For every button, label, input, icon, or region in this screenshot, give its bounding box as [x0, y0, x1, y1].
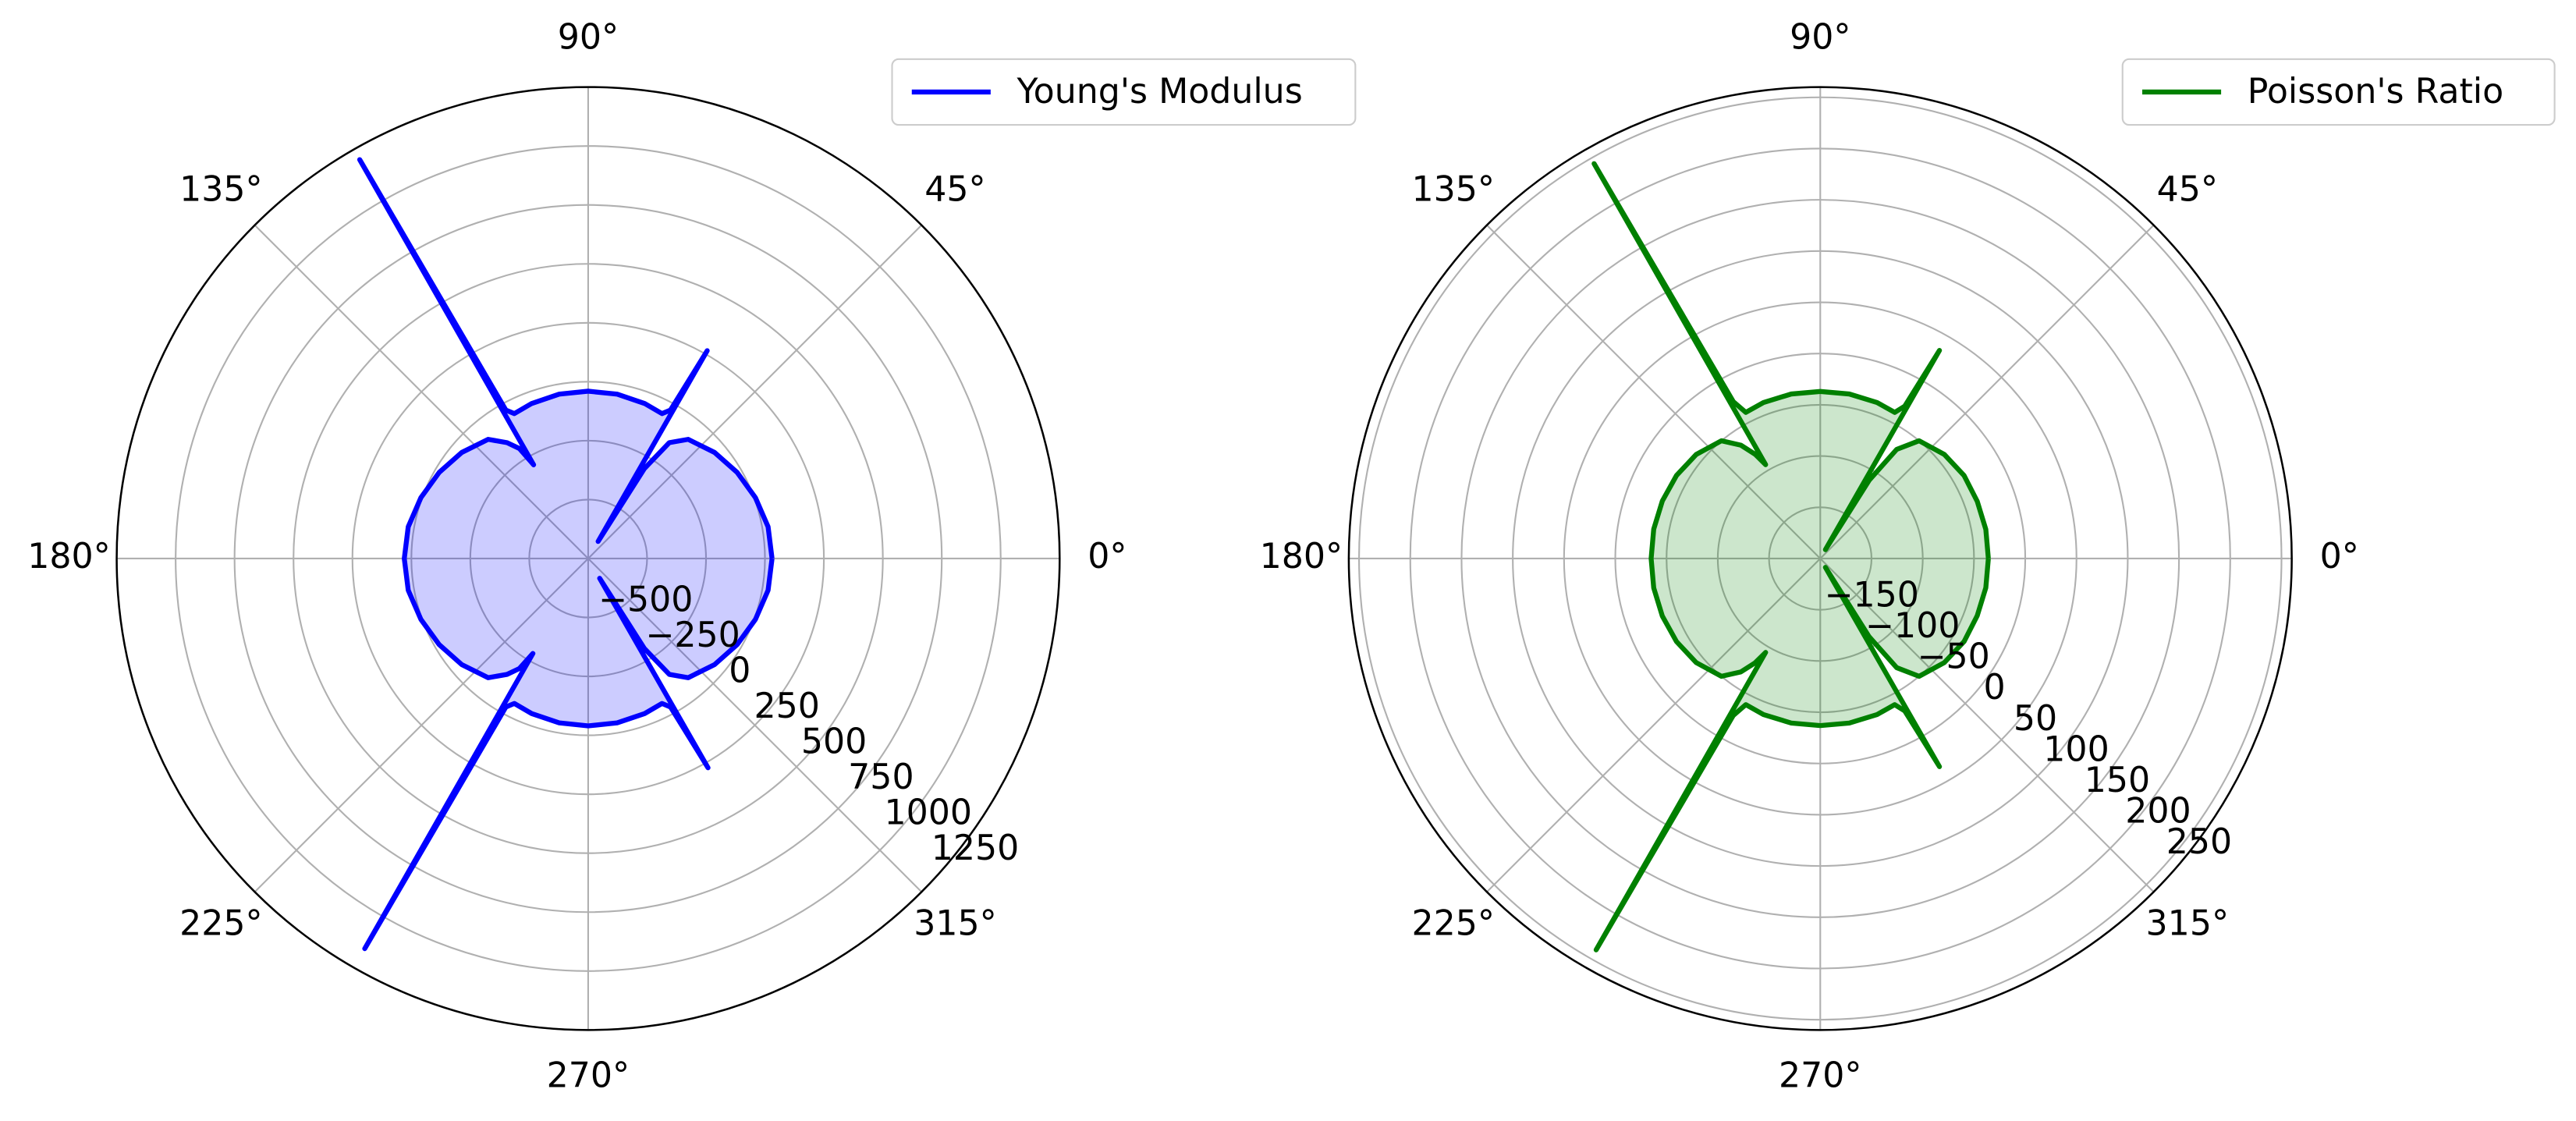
angle-tick-label: 135°: [1411, 169, 1495, 209]
polar-spine: [1347, 86, 2293, 1031]
legend-label: Poisson's Ratio: [2248, 72, 2503, 112]
angle-tick-label: 180°: [27, 537, 111, 576]
radial-tick-label: 750: [848, 757, 914, 797]
area-fill: [1594, 163, 1989, 950]
radial-tick-label: 50: [2014, 699, 2057, 739]
angle-tick-label: 225°: [1411, 904, 1495, 944]
radial-tick-label: −50: [1917, 637, 1989, 677]
radial-tick-label: 100: [2043, 729, 2109, 769]
angle-tick-label: 135°: [179, 169, 263, 209]
angle-tick-label: 270°: [1779, 1055, 1862, 1095]
legend-box: [2121, 58, 2556, 126]
angle-tick-label: 0°: [2320, 537, 2359, 576]
angle-tick-label: 45°: [2157, 169, 2218, 209]
radial-tick-label: 1250: [931, 828, 1020, 868]
radial-tick-label: 250: [2166, 822, 2232, 862]
grid-spoke: [254, 224, 589, 559]
polar-spine: [115, 86, 1061, 1031]
radial-tick-label: −500: [598, 580, 693, 620]
angle-tick-label: 90°: [1790, 18, 1850, 58]
grid-spoke: [1819, 224, 2155, 559]
radial-tick-label: 1000: [884, 793, 972, 832]
radial-tick-label: 0: [729, 651, 750, 691]
radial-tick-label: 500: [801, 722, 867, 761]
data-line: [1591, 161, 1991, 952]
radial-tick-label: −150: [1824, 576, 1918, 615]
area-fill: [360, 159, 772, 949]
grid-spoke: [1486, 224, 1822, 559]
radial-tick-label: 150: [2085, 761, 2150, 800]
grid-spoke: [1819, 558, 2155, 893]
angle-tick-label: 0°: [1088, 537, 1127, 576]
radial-tick-label: 250: [754, 686, 820, 726]
angle-tick-label: 315°: [914, 904, 997, 944]
grid-spoke: [587, 558, 923, 893]
radial-tick-label: −250: [645, 615, 740, 655]
angle-tick-label: 270°: [547, 1055, 630, 1095]
data-line: [357, 157, 775, 952]
angle-tick-label: 225°: [179, 904, 263, 944]
radial-tick-label: 200: [2125, 791, 2191, 831]
legend-label: Young's Modulus: [1017, 72, 1303, 112]
radial-tick-label: −100: [1865, 606, 1960, 646]
grid-spoke: [1486, 558, 1822, 893]
angle-tick-label: 180°: [1260, 537, 1343, 576]
angle-tick-label: 90°: [558, 18, 619, 58]
radial-tick-label: 0: [1984, 668, 2006, 708]
angle-tick-label: 315°: [2146, 904, 2230, 944]
angle-tick-label: 45°: [924, 169, 985, 209]
grid-spoke: [587, 224, 923, 559]
legend-box: [891, 58, 1357, 126]
grid-spoke: [254, 558, 589, 893]
